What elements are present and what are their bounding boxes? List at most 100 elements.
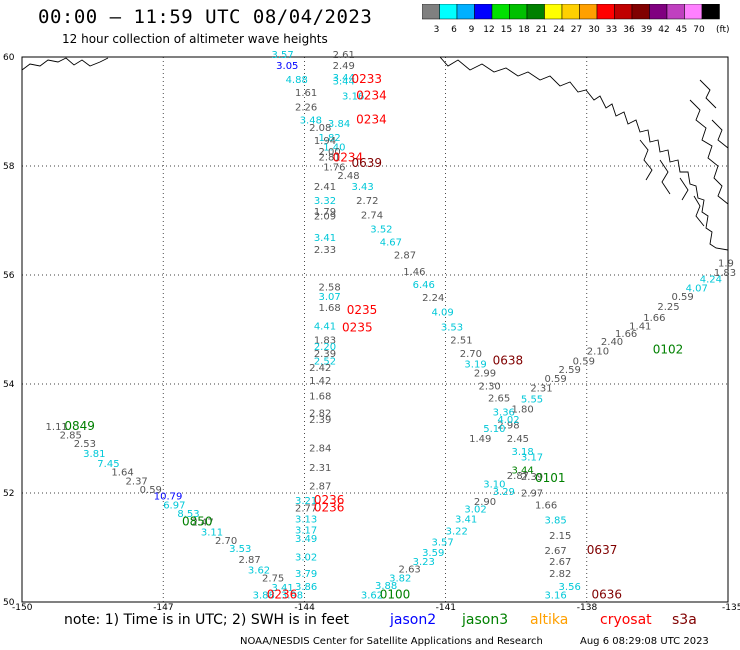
legend-swatch [422, 4, 440, 20]
legend-label: 6 [451, 25, 457, 34]
legend-label: 24 [553, 25, 565, 34]
pass-time-label: 0637 [587, 543, 618, 557]
legend-label: 15 [501, 25, 512, 34]
legend-label: 33 [606, 25, 617, 34]
lon-label: -141 [436, 603, 456, 613]
legend-swatch [561, 4, 580, 20]
wave-height-label: 3.81 [83, 449, 105, 460]
wave-height-label: 2.25 [657, 302, 679, 313]
wave-height-label: 3.41 [455, 514, 477, 525]
wave-height-label: 1.68 [319, 303, 341, 314]
legend-swatch [491, 4, 510, 20]
wave-height-label: 3.52 [370, 224, 392, 235]
pass-time-label: 0233 [351, 72, 382, 86]
legend-swatch [579, 4, 598, 20]
wave-height-label: 2.08 [309, 123, 331, 134]
graticule [22, 57, 728, 602]
wave-height-label: 2.30 [479, 381, 501, 392]
wave-height-label: 2.67 [544, 546, 566, 557]
wave-height-label: 3.19 [464, 360, 486, 371]
lon-label: -147 [153, 603, 173, 613]
wave-height-label: 3.44 [511, 465, 533, 476]
wave-height-label: 2.47 [191, 518, 213, 529]
legend-s3a: s3a [672, 612, 697, 628]
wave-height-label: 2.37 [126, 476, 148, 487]
wave-height-label: 2.81 [319, 153, 341, 164]
wave-height-label: 3.62 [361, 591, 383, 602]
wave-height-label: 3.36 [493, 408, 515, 419]
legend-jason3: jason3 [462, 612, 509, 628]
wave-height-label: 2.99 [474, 368, 496, 379]
wave-height-label: 5.10 [483, 424, 505, 435]
legend-jason2: jason2 [390, 612, 437, 628]
wave-height-label: 0.59 [544, 374, 566, 385]
wave-height-label: 0.59 [672, 292, 694, 303]
wave-height-label: 3.13 [295, 514, 317, 525]
wave-height-label: 2.48 [337, 171, 359, 182]
wave-height-label: 1.66 [643, 313, 665, 324]
legend-label: 21 [536, 25, 547, 34]
map-frame [21, 56, 729, 603]
legend-altika: altika [530, 612, 569, 628]
wave-height-label: 2.33 [314, 245, 336, 256]
wave-height-label: 1.61 [295, 88, 317, 99]
wave-height-label: 3.43 [351, 182, 373, 193]
wave-height-label: 2.65 [488, 393, 510, 404]
axis-labels: 60 58 56 54 52 50-150 -147 -144 -141 -138 -135 [3, 53, 740, 613]
pass-time-label: 0639 [351, 156, 382, 170]
wave-height-label: 3.11 [201, 528, 223, 539]
wave-height-label: 2.51 [450, 336, 472, 347]
wave-height-label: 2.87 [394, 251, 416, 262]
color-legend: 3 6 9 12 15 18 21 24 27 30 33 36 39 42 45 70 (ft) [422, 4, 730, 34]
coast-fjords [689, 79, 729, 205]
credit-timestamp: Aug 6 08:29:08 UTC 2023 [580, 636, 709, 647]
wave-height-label: 1.80 [511, 404, 533, 415]
wave-height-label: 3.44 [333, 76, 355, 87]
wave-height-label: 2.70 [460, 349, 482, 360]
legend-swatch [596, 4, 615, 20]
wave-height-label: 2.45 [507, 434, 529, 445]
legend-swatches [422, 4, 720, 20]
pass-time-label: 0235 [342, 321, 373, 335]
legend-label: 30 [588, 25, 600, 34]
wave-height-label: 3.23 [413, 557, 435, 568]
pass-labels: 0233023402340234063902350235063808490102… [64, 72, 683, 602]
wave-height-label: 1.42 [309, 376, 331, 387]
legend-label: 39 [641, 25, 653, 34]
wave-height-label: 2.82 [549, 569, 571, 580]
legend-label: 42 [658, 25, 669, 34]
wave-height-label: 2.10 [587, 347, 609, 358]
wave-height-label: 1.41 [629, 322, 651, 333]
wave-height-label: 3.62 [248, 566, 270, 577]
legend-unit: (ft) [716, 25, 730, 34]
wave-height-label: 3.16 [544, 591, 566, 602]
legend-swatch [544, 4, 563, 20]
legend-label: 27 [571, 25, 582, 34]
lon-label: -144 [294, 603, 315, 613]
legend-swatch [614, 4, 633, 20]
pass-time-label: 0235 [347, 303, 378, 317]
legend-label: 18 [518, 25, 530, 34]
legend-swatch [456, 4, 475, 20]
wave-height-label: 3.86 [295, 582, 317, 593]
wave-height-label: 5.55 [521, 395, 543, 406]
wave-height-label: 1.94 [314, 136, 336, 147]
wave-height-label: 6.97 [163, 500, 185, 511]
wave-height-label: 3.22 [446, 526, 468, 537]
wave-height-label: 3.53 [441, 323, 463, 334]
wave-height-label: 3.02 [464, 505, 486, 516]
wave-height-label: 2.75 [262, 573, 284, 584]
lat-label: 58 [3, 162, 15, 172]
legend-swatch [631, 4, 650, 20]
wave-height-label: 3.17 [521, 452, 543, 463]
wave-height-label: 4.67 [380, 238, 402, 249]
wave-height-label: 2.70 [215, 536, 237, 547]
wave-height-label: 2.58 [319, 282, 341, 293]
wave-height-label: 4.02 [497, 415, 519, 426]
wave-height-label: 3.21 [295, 496, 317, 507]
wave-height-label: 2.39 [314, 349, 336, 360]
wave-height-label: 3.44 [333, 73, 355, 84]
wave-height-label: 10.79 [154, 492, 183, 503]
wave-height-label: 0.59 [573, 356, 595, 367]
